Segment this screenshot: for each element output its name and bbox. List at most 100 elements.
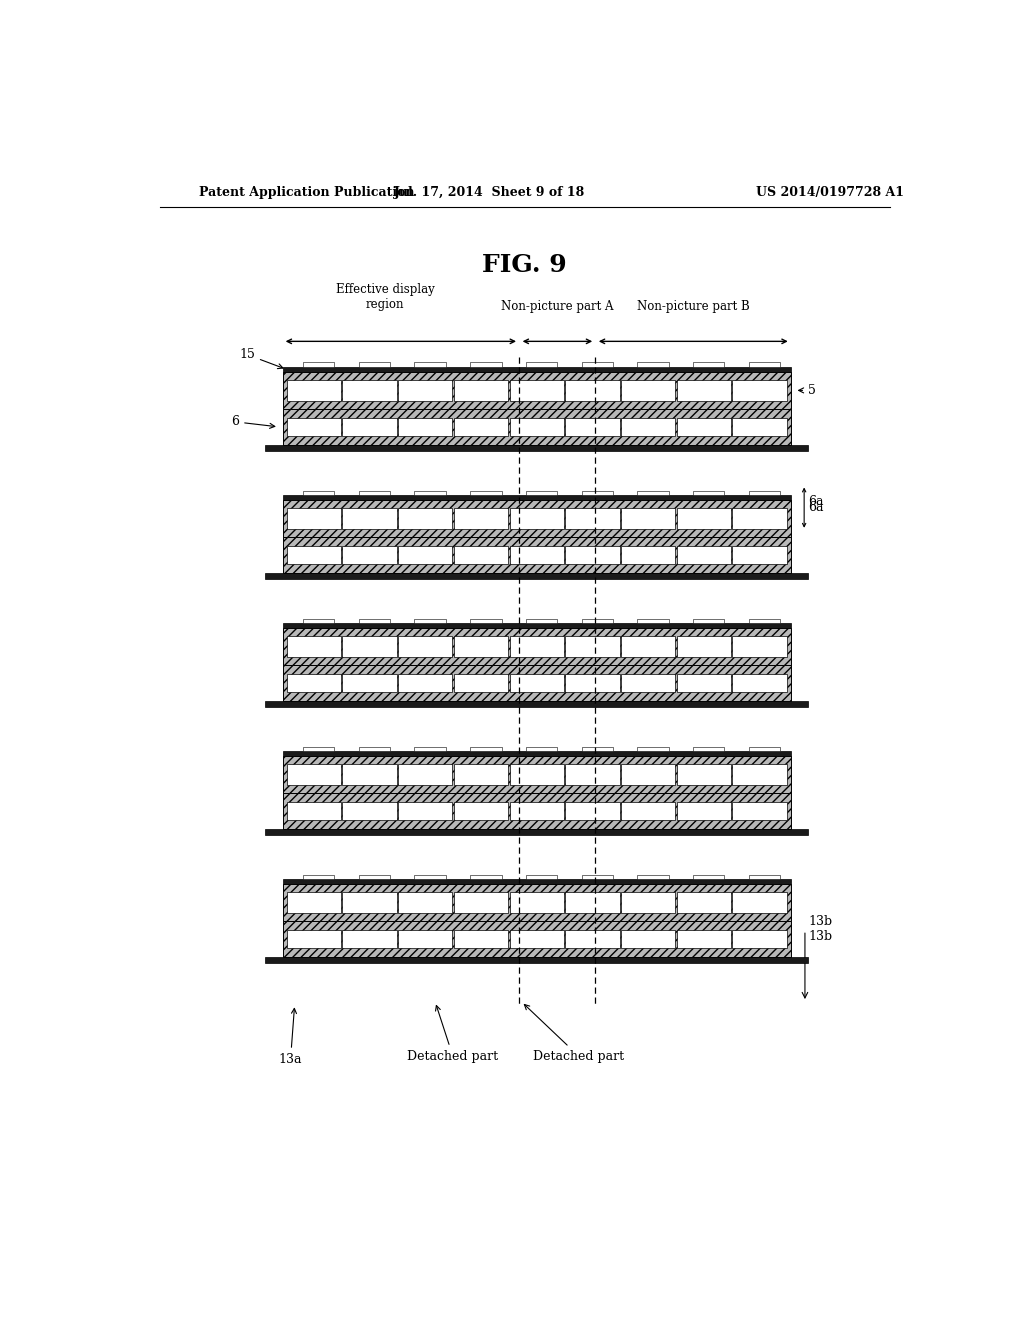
Bar (637, 619, 669, 623)
Bar (510, 636, 564, 657)
Bar (582, 747, 613, 751)
Bar (621, 417, 675, 436)
Bar (454, 931, 508, 948)
Bar (526, 747, 557, 751)
Bar (526, 363, 557, 367)
Bar (693, 491, 724, 495)
Bar (470, 363, 502, 367)
Bar (415, 875, 445, 879)
Bar (732, 546, 786, 564)
Bar (342, 892, 397, 913)
Bar (398, 931, 453, 948)
Bar (358, 363, 390, 367)
Bar (398, 380, 453, 401)
Bar (621, 675, 675, 692)
Text: Detached part: Detached part (524, 1005, 625, 1063)
Bar (398, 508, 453, 529)
Text: Non-picture part B: Non-picture part B (637, 300, 750, 313)
Bar (283, 495, 791, 500)
Bar (565, 675, 620, 692)
Bar (454, 380, 508, 401)
Bar (677, 417, 731, 436)
Bar (637, 491, 669, 495)
Bar (732, 675, 786, 692)
Bar (693, 875, 724, 879)
Bar (621, 636, 675, 657)
Bar (287, 546, 341, 564)
Bar (470, 875, 502, 879)
Bar (454, 636, 508, 657)
Bar (677, 803, 731, 820)
Bar (693, 619, 724, 623)
Bar (265, 701, 808, 706)
Bar (415, 619, 445, 623)
Bar (287, 803, 341, 820)
Bar (287, 636, 341, 657)
Bar (732, 931, 786, 948)
Text: Detached part: Detached part (408, 1006, 499, 1063)
Bar (510, 931, 564, 948)
Text: Non-picture part A: Non-picture part A (501, 300, 613, 313)
Bar (454, 892, 508, 913)
Bar (342, 675, 397, 692)
Bar (565, 508, 620, 529)
Bar (582, 875, 613, 879)
Bar (732, 417, 786, 436)
Text: 15: 15 (240, 348, 283, 368)
Bar (287, 508, 341, 529)
Bar (283, 751, 791, 756)
Bar (732, 892, 786, 913)
Bar (526, 491, 557, 495)
Bar (398, 803, 453, 820)
Bar (342, 636, 397, 657)
Bar (287, 892, 341, 913)
Text: 13b: 13b (808, 915, 833, 928)
Bar (283, 367, 791, 372)
Text: Effective display
region: Effective display region (336, 282, 434, 312)
Text: Jul. 17, 2014  Sheet 9 of 18: Jul. 17, 2014 Sheet 9 of 18 (393, 186, 585, 199)
Bar (470, 619, 502, 623)
Bar (677, 764, 731, 785)
Bar (510, 675, 564, 692)
Bar (398, 892, 453, 913)
Bar (358, 619, 390, 623)
Bar (342, 417, 397, 436)
Bar (283, 793, 791, 829)
Bar (677, 508, 731, 529)
Bar (621, 764, 675, 785)
Bar (621, 892, 675, 913)
Bar (510, 380, 564, 401)
Bar (283, 921, 791, 957)
Text: 13b: 13b (808, 931, 833, 944)
Bar (342, 764, 397, 785)
Bar (287, 417, 341, 436)
Bar (565, 417, 620, 436)
Bar (287, 931, 341, 948)
Bar (749, 747, 780, 751)
Bar (470, 747, 502, 751)
Bar (303, 747, 335, 751)
Bar (358, 875, 390, 879)
Bar (749, 619, 780, 623)
Bar (621, 803, 675, 820)
Bar (565, 636, 620, 657)
Bar (283, 884, 791, 921)
Bar (732, 508, 786, 529)
Bar (454, 764, 508, 785)
Bar (303, 491, 335, 495)
Bar (287, 380, 341, 401)
Text: 6a: 6a (808, 495, 823, 508)
Bar (454, 675, 508, 692)
Bar (287, 675, 341, 692)
Bar (454, 417, 508, 436)
Bar (303, 619, 335, 623)
Bar (677, 675, 731, 692)
Bar (677, 892, 731, 913)
Bar (283, 879, 791, 884)
Bar (415, 363, 445, 367)
Bar (526, 619, 557, 623)
Bar (732, 380, 786, 401)
Bar (342, 546, 397, 564)
Text: 6: 6 (231, 416, 274, 428)
Bar (265, 829, 808, 834)
